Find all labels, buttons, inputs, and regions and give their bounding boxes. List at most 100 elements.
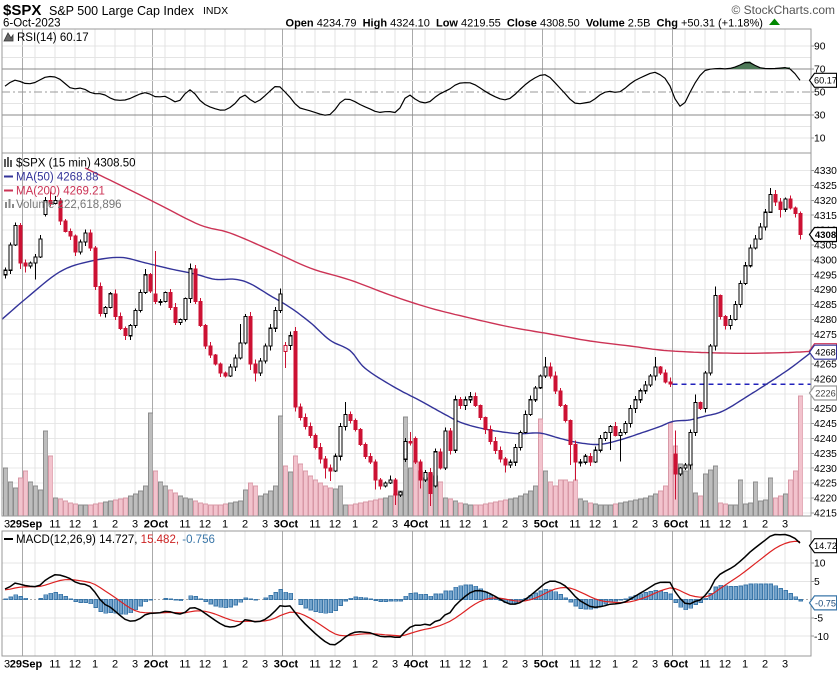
svg-text:4315: 4315 <box>814 211 837 222</box>
svg-text:MA(50) 4268.88: MA(50) 4268.88 <box>16 172 98 184</box>
svg-text:4308: 4308 <box>815 230 837 241</box>
svg-text:4Oct: 4Oct <box>404 519 429 531</box>
svg-text:4235: 4235 <box>814 449 837 460</box>
svg-text:Open 4234.79 High 4324.10 Lo: Open 4234.79 High 4324.10 Low 4219.55 Cl… <box>286 18 766 30</box>
svg-text:12: 12 <box>329 519 341 531</box>
svg-text:2: 2 <box>112 519 118 531</box>
svg-text:1: 1 <box>742 519 748 531</box>
svg-text:3: 3 <box>132 519 138 531</box>
svg-text:29Sep: 29Sep <box>10 519 43 531</box>
svg-text:3: 3 <box>262 659 268 671</box>
svg-text:4300: 4300 <box>814 255 837 266</box>
svg-text:6Oct: 6Oct <box>664 659 689 671</box>
svg-text:1: 1 <box>482 519 488 531</box>
svg-text:90: 90 <box>814 42 826 53</box>
svg-text:70: 70 <box>814 65 826 76</box>
svg-text:1: 1 <box>92 519 98 531</box>
svg-text:11: 11 <box>49 519 60 531</box>
svg-text:MACD(12,26,9) 14.727, 15.482,: MACD(12,26,9) 14.727, 15.482, -0.756 <box>16 534 215 546</box>
svg-text:12: 12 <box>459 659 471 671</box>
svg-text:© StockCharts.com: © StockCharts.com <box>731 3 835 17</box>
svg-text:4240: 4240 <box>814 434 837 445</box>
svg-text:5Oct: 5Oct <box>534 519 559 531</box>
svg-text:3: 3 <box>522 519 528 531</box>
svg-text:3: 3 <box>782 659 788 671</box>
svg-text:4268: 4268 <box>815 348 835 358</box>
svg-text:2: 2 <box>762 659 768 671</box>
svg-text:12: 12 <box>329 659 341 671</box>
svg-text:11: 11 <box>179 519 190 531</box>
svg-text:50: 50 <box>814 88 826 99</box>
svg-text:3: 3 <box>4 519 10 531</box>
svg-text:4245: 4245 <box>814 419 837 430</box>
svg-text:2: 2 <box>372 659 378 671</box>
svg-text:3: 3 <box>652 519 658 531</box>
svg-text:12: 12 <box>719 519 731 531</box>
svg-text:$SPX: $SPX <box>3 2 41 19</box>
svg-text:29Sep: 29Sep <box>10 659 43 671</box>
svg-text:3: 3 <box>782 519 788 531</box>
svg-text:4290: 4290 <box>814 285 837 296</box>
svg-text:1: 1 <box>482 659 488 671</box>
svg-text:1: 1 <box>92 659 98 671</box>
svg-text:12: 12 <box>69 519 81 531</box>
svg-text:4305: 4305 <box>814 241 837 252</box>
svg-text:-10: -10 <box>814 632 829 643</box>
svg-text:2226: 2226 <box>815 388 835 398</box>
svg-text:4250: 4250 <box>814 404 837 415</box>
svg-text:12: 12 <box>459 519 471 531</box>
svg-text:1: 1 <box>222 519 228 531</box>
svg-text:4Oct: 4Oct <box>404 659 429 671</box>
svg-text:2Oct: 2Oct <box>144 519 169 531</box>
svg-text:4260: 4260 <box>814 375 837 386</box>
svg-text:2: 2 <box>502 519 508 531</box>
svg-text:RSI(14) 60.17: RSI(14) 60.17 <box>17 32 89 44</box>
svg-text:11: 11 <box>179 659 190 671</box>
svg-text:4220: 4220 <box>814 494 837 505</box>
svg-text:Volume 222,618,896: Volume 222,618,896 <box>16 199 122 211</box>
svg-text:MA(200) 4269.21: MA(200) 4269.21 <box>16 186 105 198</box>
svg-text:$SPX (15 min) 4308.50: $SPX (15 min) 4308.50 <box>16 158 136 170</box>
svg-text:1: 1 <box>352 659 358 671</box>
svg-text:4330: 4330 <box>814 166 837 177</box>
svg-text:4215: 4215 <box>814 508 837 519</box>
svg-text:12: 12 <box>589 519 601 531</box>
svg-text:3: 3 <box>392 519 398 531</box>
svg-text:2: 2 <box>502 659 508 671</box>
svg-text:10: 10 <box>814 134 826 145</box>
svg-text:11: 11 <box>309 659 320 671</box>
svg-text:2: 2 <box>112 659 118 671</box>
svg-text:12: 12 <box>69 659 81 671</box>
svg-text:3: 3 <box>392 659 398 671</box>
svg-text:60.17: 60.17 <box>814 76 837 86</box>
svg-text:11: 11 <box>309 519 320 531</box>
svg-text:S&P 500 Large Cap Index: S&P 500 Large Cap Index <box>49 4 195 18</box>
svg-text:30: 30 <box>814 111 826 122</box>
svg-text:2: 2 <box>242 659 248 671</box>
svg-text:12: 12 <box>199 519 211 531</box>
svg-text:3: 3 <box>262 519 268 531</box>
svg-text:14.72: 14.72 <box>814 541 837 551</box>
svg-text:3Oct: 3Oct <box>274 519 299 531</box>
svg-text:4265: 4265 <box>814 360 837 371</box>
svg-text:3: 3 <box>4 659 10 671</box>
svg-text:-5: -5 <box>814 614 823 625</box>
svg-text:2: 2 <box>762 519 768 531</box>
svg-text:11: 11 <box>439 519 450 531</box>
svg-text:2Oct: 2Oct <box>144 659 169 671</box>
svg-text:3: 3 <box>522 659 528 671</box>
svg-text:4325: 4325 <box>814 181 837 192</box>
svg-text:11: 11 <box>569 519 580 531</box>
svg-text:3: 3 <box>652 659 658 671</box>
svg-text:12: 12 <box>719 659 731 671</box>
svg-text:4280: 4280 <box>814 315 837 326</box>
svg-text:3: 3 <box>132 659 138 671</box>
svg-text:3Oct: 3Oct <box>274 659 299 671</box>
svg-text:5Oct: 5Oct <box>534 659 559 671</box>
svg-text:1: 1 <box>612 659 618 671</box>
svg-text:4225: 4225 <box>814 479 837 490</box>
svg-text:11: 11 <box>699 519 710 531</box>
svg-text:4285: 4285 <box>814 300 837 311</box>
svg-text:11: 11 <box>569 659 580 671</box>
svg-text:1: 1 <box>742 659 748 671</box>
